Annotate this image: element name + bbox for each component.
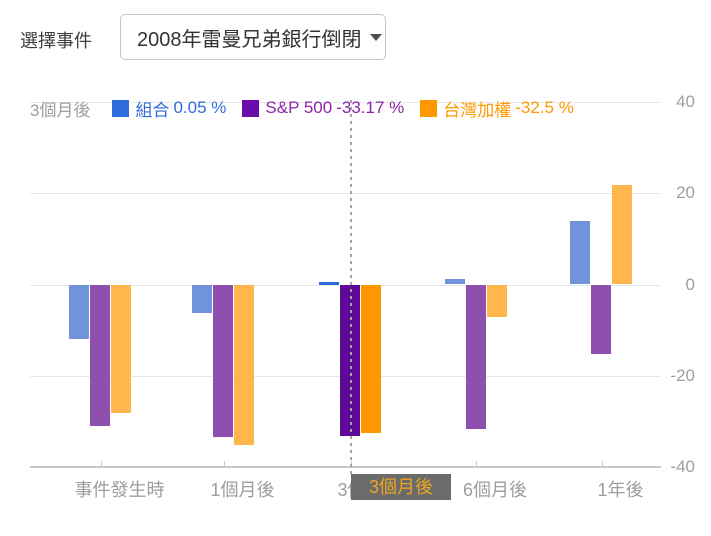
x-axis-line — [30, 466, 661, 469]
series-name: 台灣加權 — [443, 100, 512, 120]
x-axis-tick — [601, 461, 603, 467]
selected-category-dotted-line — [349, 100, 352, 474]
taiex-swatch-icon — [420, 99, 438, 117]
series-value: -32.5 % — [515, 98, 574, 117]
series-value: 0.05 % — [173, 98, 227, 117]
bar[interactable] — [591, 284, 611, 354]
bar[interactable] — [612, 185, 632, 285]
bar[interactable] — [69, 284, 89, 339]
x-axis-category-label: 1年後 — [597, 480, 644, 500]
gridline — [30, 193, 661, 195]
legend-item-sp500: S&P 500 -33.17 % — [242, 98, 404, 118]
x-axis-tick — [223, 461, 225, 467]
legend-item-portfolio: 組合 0.05 % — [112, 96, 226, 121]
bar[interactable] — [486, 284, 507, 317]
series-name: S&P 500 — [265, 98, 333, 117]
x-axis-category-label: 6個月後 — [462, 480, 527, 500]
y-axis-tick-label: -20 — [670, 365, 695, 385]
gridline — [30, 101, 661, 103]
bar[interactable] — [192, 284, 212, 314]
category-tooltip: 3個月後 — [351, 474, 451, 500]
bar[interactable] — [111, 284, 131, 414]
legend-period-label: 3個月後 — [30, 100, 91, 120]
select-event-label: 選擇事件 — [20, 31, 92, 51]
bar[interactable] — [213, 284, 233, 437]
legend-item-taiex: 台灣加權 -32.5 % — [420, 96, 574, 121]
bar[interactable] — [465, 284, 486, 430]
y-axis-tick-label: 0 — [685, 274, 695, 294]
bar[interactable] — [444, 278, 465, 285]
series-name: 組合 — [135, 100, 170, 120]
sp500-swatch-icon — [242, 99, 260, 117]
bar[interactable] — [361, 284, 381, 433]
chart-legend: 3個月後 組合 0.05 % S&P 500 -33.17 % 台灣加權 -32… — [30, 98, 590, 120]
x-axis-category-label: 1個月後 — [210, 480, 275, 500]
series-value: -33.17 % — [336, 98, 405, 117]
tooltip-label: 3個月後 — [368, 477, 433, 497]
x-axis-tick — [100, 461, 102, 467]
bar[interactable] — [234, 284, 254, 446]
chevron-down-icon — [369, 33, 382, 41]
event-dropdown[interactable]: 2008年雷曼兄弟銀行倒閉 — [120, 14, 386, 60]
y-axis-tick-label: 40 — [676, 91, 695, 111]
x-axis-tick — [476, 461, 477, 467]
bar[interactable] — [570, 221, 590, 285]
bar[interactable] — [90, 284, 110, 426]
portfolio-swatch-icon — [112, 99, 130, 117]
bar[interactable] — [319, 282, 339, 285]
y-axis-tick-label: 20 — [676, 183, 695, 203]
event-dropdown-value: 2008年雷曼兄弟銀行倒閉 — [137, 28, 362, 51]
y-axis-tick-label: -40 — [670, 457, 695, 477]
x-axis-category-label: 事件發生時 — [74, 480, 165, 500]
